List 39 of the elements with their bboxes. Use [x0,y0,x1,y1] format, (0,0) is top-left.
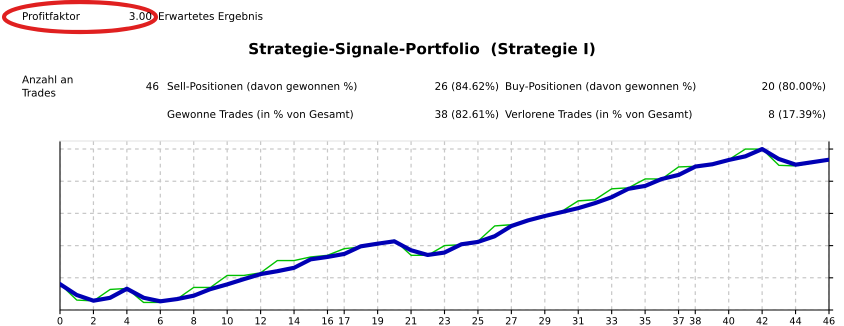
text: 46 [146,82,158,90]
x-tick-label: 44 [790,317,802,324]
x-tick-label: 12 [255,317,266,324]
text: 20 (80.00%) [762,82,826,92]
x-tick-label: 19 [372,317,384,324]
chart-title: Strategie-Signale-Portfolio (Strategie I) [249,42,594,58]
text: Gewonne Trades (in % von Gesamt) [168,110,353,120]
x-tick-label: 10 [222,317,233,324]
text: Buy-Positionen (davon gewonnen %) [506,82,696,92]
x-tick-label: 16 [322,317,334,324]
x-tick-label: 23 [439,317,450,324]
x-tick-label: 2 [91,317,96,324]
text: 3.00 [130,12,152,20]
x-tick-label: 31 [572,317,584,324]
x-tick-label: 35 [640,317,650,324]
x-tick-label: 29 [539,317,550,324]
x-tick-label: 38 [690,317,701,324]
x-tick-label: 17 [339,317,350,324]
text: Anzahl an Trades [22,75,72,97]
x-tick-label: 40 [722,317,734,324]
text: Verlorene Trades (in % von Gesamt) [505,110,692,120]
text: Sell-Positionen (davon gewonnen %) [168,82,356,92]
x-tick-label: 27 [506,317,517,324]
x-tick-label: 25 [472,317,484,324]
text: 38 (82.61%) [435,110,498,120]
text: 26 (84.62%) [435,82,498,92]
text: Erwartetes Ergebnis [159,12,263,22]
x-tick-label: 6 [158,317,163,324]
x-tick-label: 0 [58,317,62,324]
x-tick-label: 33 [606,317,618,324]
text: 8 (17.39%) [768,110,826,120]
x-tick-label: 8 [191,317,196,324]
x-tick-label: 21 [406,317,416,324]
x-tick-label: 4 [124,317,130,324]
x-tick-label: 42 [756,317,768,324]
x-tick-label: 37 [673,317,684,324]
x-tick-label: 46 [823,317,835,324]
x-tick-label: 14 [288,317,300,324]
text: Profitfaktor [23,12,80,20]
